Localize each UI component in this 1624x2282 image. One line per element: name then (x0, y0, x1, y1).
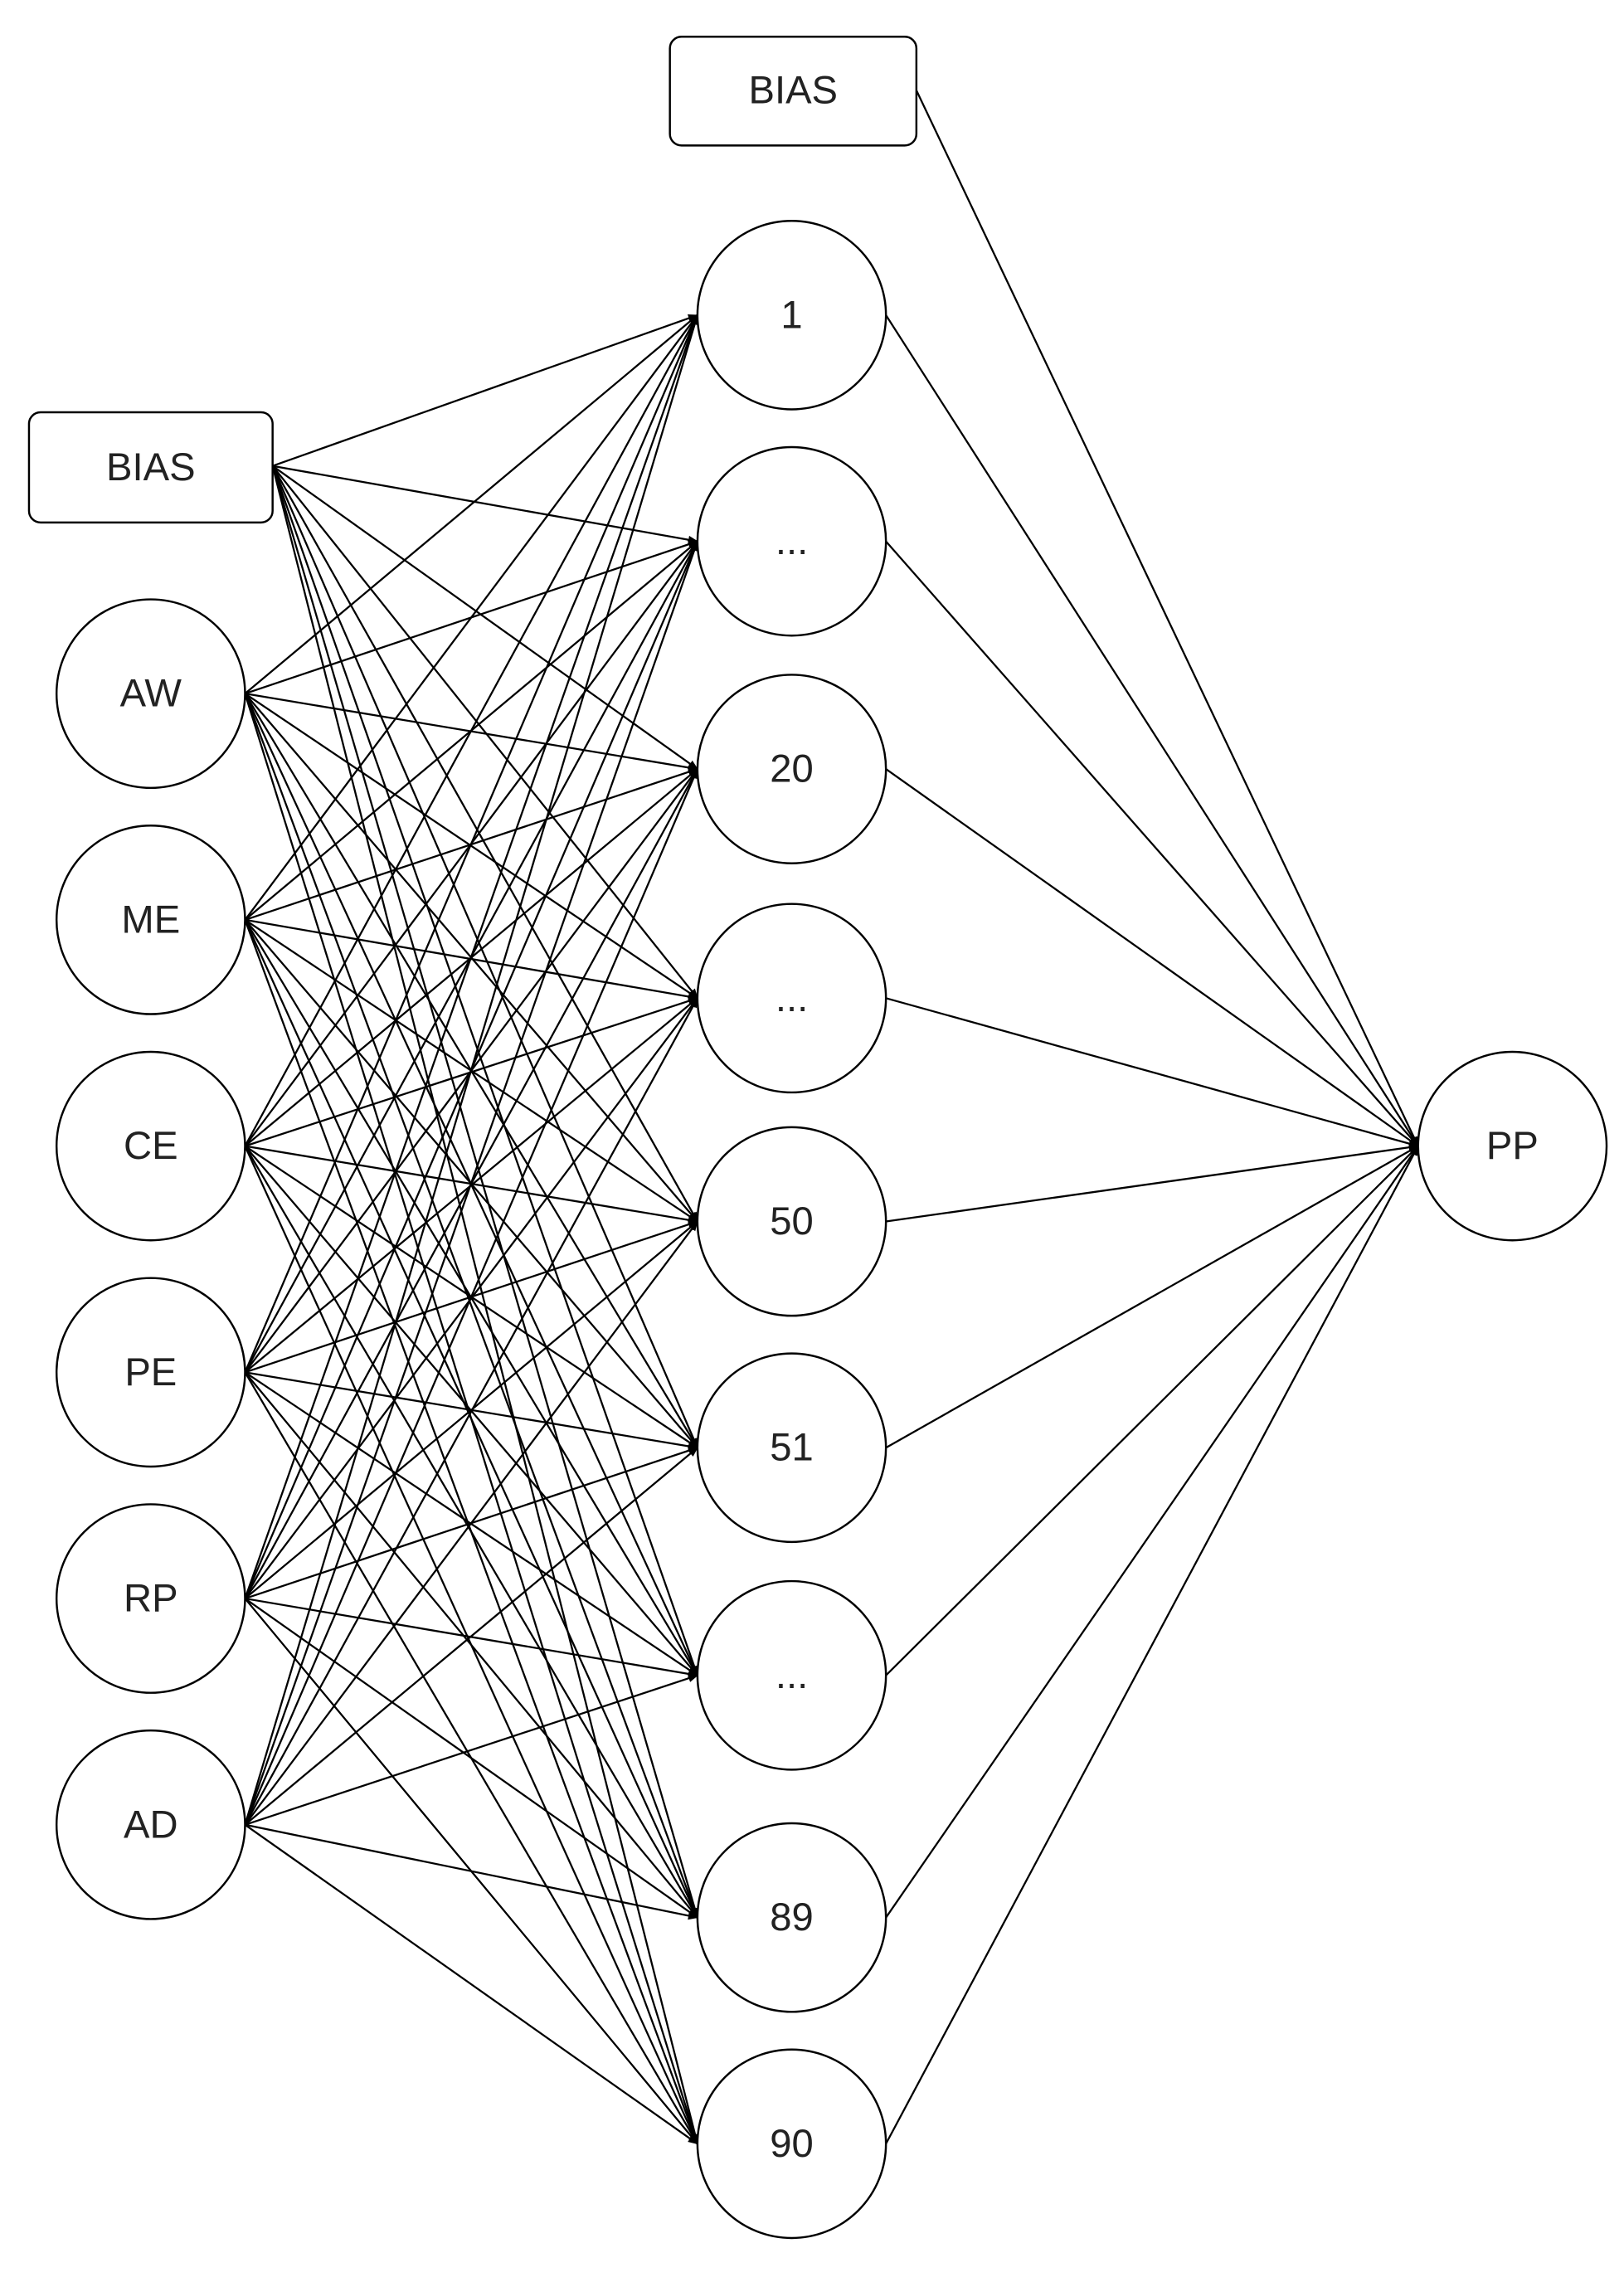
edge-hidden-2-to-output (885, 540, 1419, 1147)
input-node-ce: CE (55, 1050, 246, 1242)
hidden-node-1-label: 1 (780, 293, 802, 337)
hidden-node-5: 50 (696, 1126, 887, 1317)
input-node-aw-label: AW (120, 672, 182, 716)
edge-aw-to-hidden-2 (245, 540, 699, 695)
hidden-node-8-label: 89 (770, 1895, 814, 1939)
edge-me-to-hidden-4 (245, 918, 699, 1001)
edge-hidden-9-to-output (885, 1145, 1419, 2144)
input-node-ad-label: AD (124, 1803, 178, 1847)
edge-bias-to-hidden-9 (271, 465, 699, 2145)
edge-me-to-hidden-9 (244, 919, 698, 2145)
edge-ce-to-hidden-7 (244, 1145, 698, 1676)
hidden-node-7: ... (696, 1579, 887, 1771)
output-bias-node: BIAS (669, 36, 918, 147)
input-node-aw: AW (55, 598, 246, 790)
input-node-me-label: ME (121, 898, 180, 942)
edge-aw-to-hidden-7 (244, 693, 698, 1676)
edge-hidden-3-to-output (885, 768, 1419, 1147)
edge-ce-to-hidden-9 (244, 1146, 698, 2145)
edge-bias-to-hidden-2 (272, 465, 699, 544)
edge-aw-to-hidden-8 (244, 693, 698, 1919)
hidden-node-2: ... (696, 445, 887, 637)
edge-output-bias-to-output (915, 90, 1419, 1147)
hidden-node-1: 1 (696, 220, 887, 411)
hidden-node-6: 51 (696, 1352, 887, 1544)
edge-rp-to-hidden-9 (244, 1598, 698, 2145)
hidden-node-5-label: 50 (770, 1199, 814, 1243)
edge-bias-to-hidden-8 (271, 465, 699, 1919)
edge-pe-to-hidden-9 (244, 1371, 698, 2145)
edge-bias-to-hidden-7 (271, 465, 698, 1676)
edge-aw-to-hidden-5 (244, 693, 698, 1223)
hidden-node-9-label: 90 (770, 2122, 814, 2166)
hidden-node-7-label: ... (776, 1653, 808, 1697)
edge-bias-to-hidden-6 (271, 465, 698, 1449)
input-node-rp: RP (55, 1503, 246, 1694)
hidden-node-4: ... (696, 903, 887, 1094)
edge-bias-to-hidden-1 (272, 314, 699, 467)
edge-me-to-hidden-3 (245, 767, 699, 921)
edge-aw-to-hidden-9 (244, 693, 699, 2145)
input-node-pe-label: PE (124, 1350, 177, 1394)
hidden-node-3-label: 20 (770, 747, 814, 791)
output-node: PP (1417, 1050, 1608, 1242)
edge-pe-to-hidden-7 (244, 1371, 698, 1676)
connections (244, 90, 1419, 2145)
input-node-me: ME (55, 825, 246, 1015)
edge-ad-to-hidden-7 (245, 1674, 699, 1826)
input-node-ad: AD (55, 1729, 246, 1920)
hidden-node-3: 20 (696, 674, 887, 864)
edge-hidden-6-to-output (885, 1145, 1419, 1449)
edge-hidden-1-to-output (885, 314, 1419, 1147)
edge-hidden-7-to-output (885, 1145, 1419, 1676)
input-bias-node: BIAS (27, 411, 274, 524)
edge-bias-to-hidden-5 (271, 465, 698, 1223)
hidden-node-6-label: 51 (770, 1426, 814, 1470)
edge-hidden-5-to-output (885, 1143, 1419, 1223)
edge-bias-to-hidden-3 (272, 465, 698, 771)
edge-hidden-4-to-output (885, 997, 1419, 1148)
output-label: PP (1486, 1124, 1539, 1168)
input-node-ce-label: CE (124, 1124, 178, 1168)
edge-rp-to-hidden-7 (245, 1597, 699, 1678)
input-bias-label: BIAS (106, 445, 196, 489)
edge-bias-to-hidden-4 (271, 465, 698, 1000)
input-node-pe: PE (55, 1277, 246, 1468)
hidden-node-4-label: ... (776, 976, 808, 1020)
output-bias-label: BIAS (748, 68, 838, 112)
hidden-node-2-label: ... (776, 519, 808, 563)
edge-aw-to-hidden-3 (245, 693, 699, 772)
hidden-node-8: 89 (696, 1822, 887, 2013)
input-layer: AW ME CE PE RP AD (55, 598, 246, 1920)
edge-me-to-hidden-7 (244, 919, 698, 1676)
edge-aw-to-hidden-1 (244, 314, 698, 695)
input-node-rp-label: RP (124, 1577, 178, 1621)
edge-aw-to-hidden-4 (244, 693, 698, 1000)
hidden-layer: 1... 20... 50 51... 89 90 (696, 220, 887, 2240)
hidden-node-9: 90 (696, 2048, 887, 2240)
edge-aw-to-hidden-6 (244, 693, 698, 1449)
edge-hidden-8-to-output (885, 1145, 1419, 1919)
edge-ad-to-hidden-9 (244, 1823, 698, 2145)
